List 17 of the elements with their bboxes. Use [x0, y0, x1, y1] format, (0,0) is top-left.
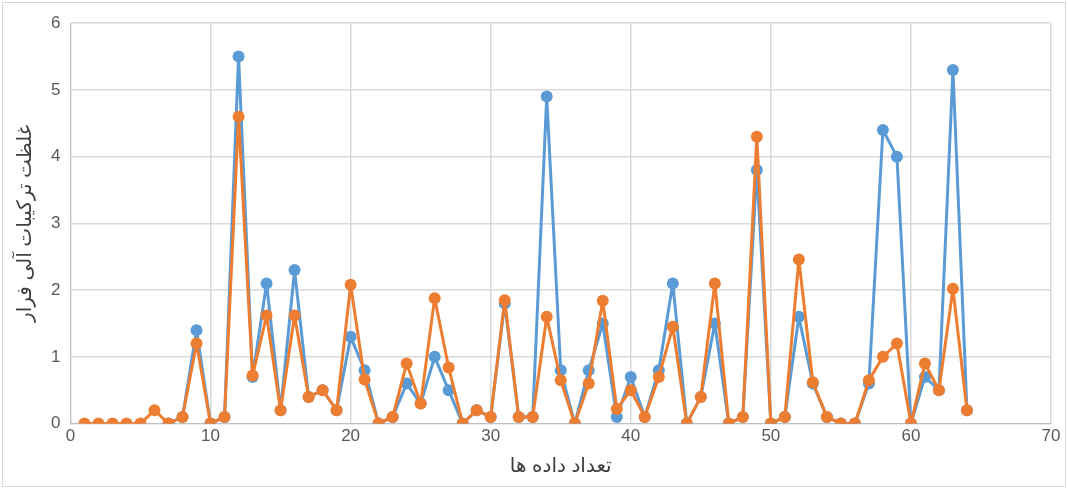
- y-tick-label: 2: [50, 279, 61, 299]
- y-tick-label: 3: [50, 213, 61, 233]
- y-tick-label: 1: [50, 346, 61, 366]
- x-tick-label: 70: [1041, 426, 1061, 446]
- y-tick-label: 6: [50, 12, 61, 32]
- x-tick-label: 60: [901, 426, 921, 446]
- x-tick-label: 0: [65, 426, 76, 446]
- x-tick-label: 50: [761, 426, 781, 446]
- y-tick-label: 4: [50, 146, 61, 166]
- y-tick-label: 0: [50, 413, 61, 433]
- x-tick-label: 40: [621, 426, 641, 446]
- x-tick-label: 20: [341, 426, 361, 446]
- x-axis-title: تعداد داده ها: [509, 453, 612, 476]
- x-tick-label: 10: [201, 426, 220, 446]
- y-tick-label: 5: [50, 79, 61, 99]
- y-axis-title: غلظت ترکیبات آلی فرار: [10, 124, 36, 323]
- x-tick-label: 30: [481, 426, 501, 446]
